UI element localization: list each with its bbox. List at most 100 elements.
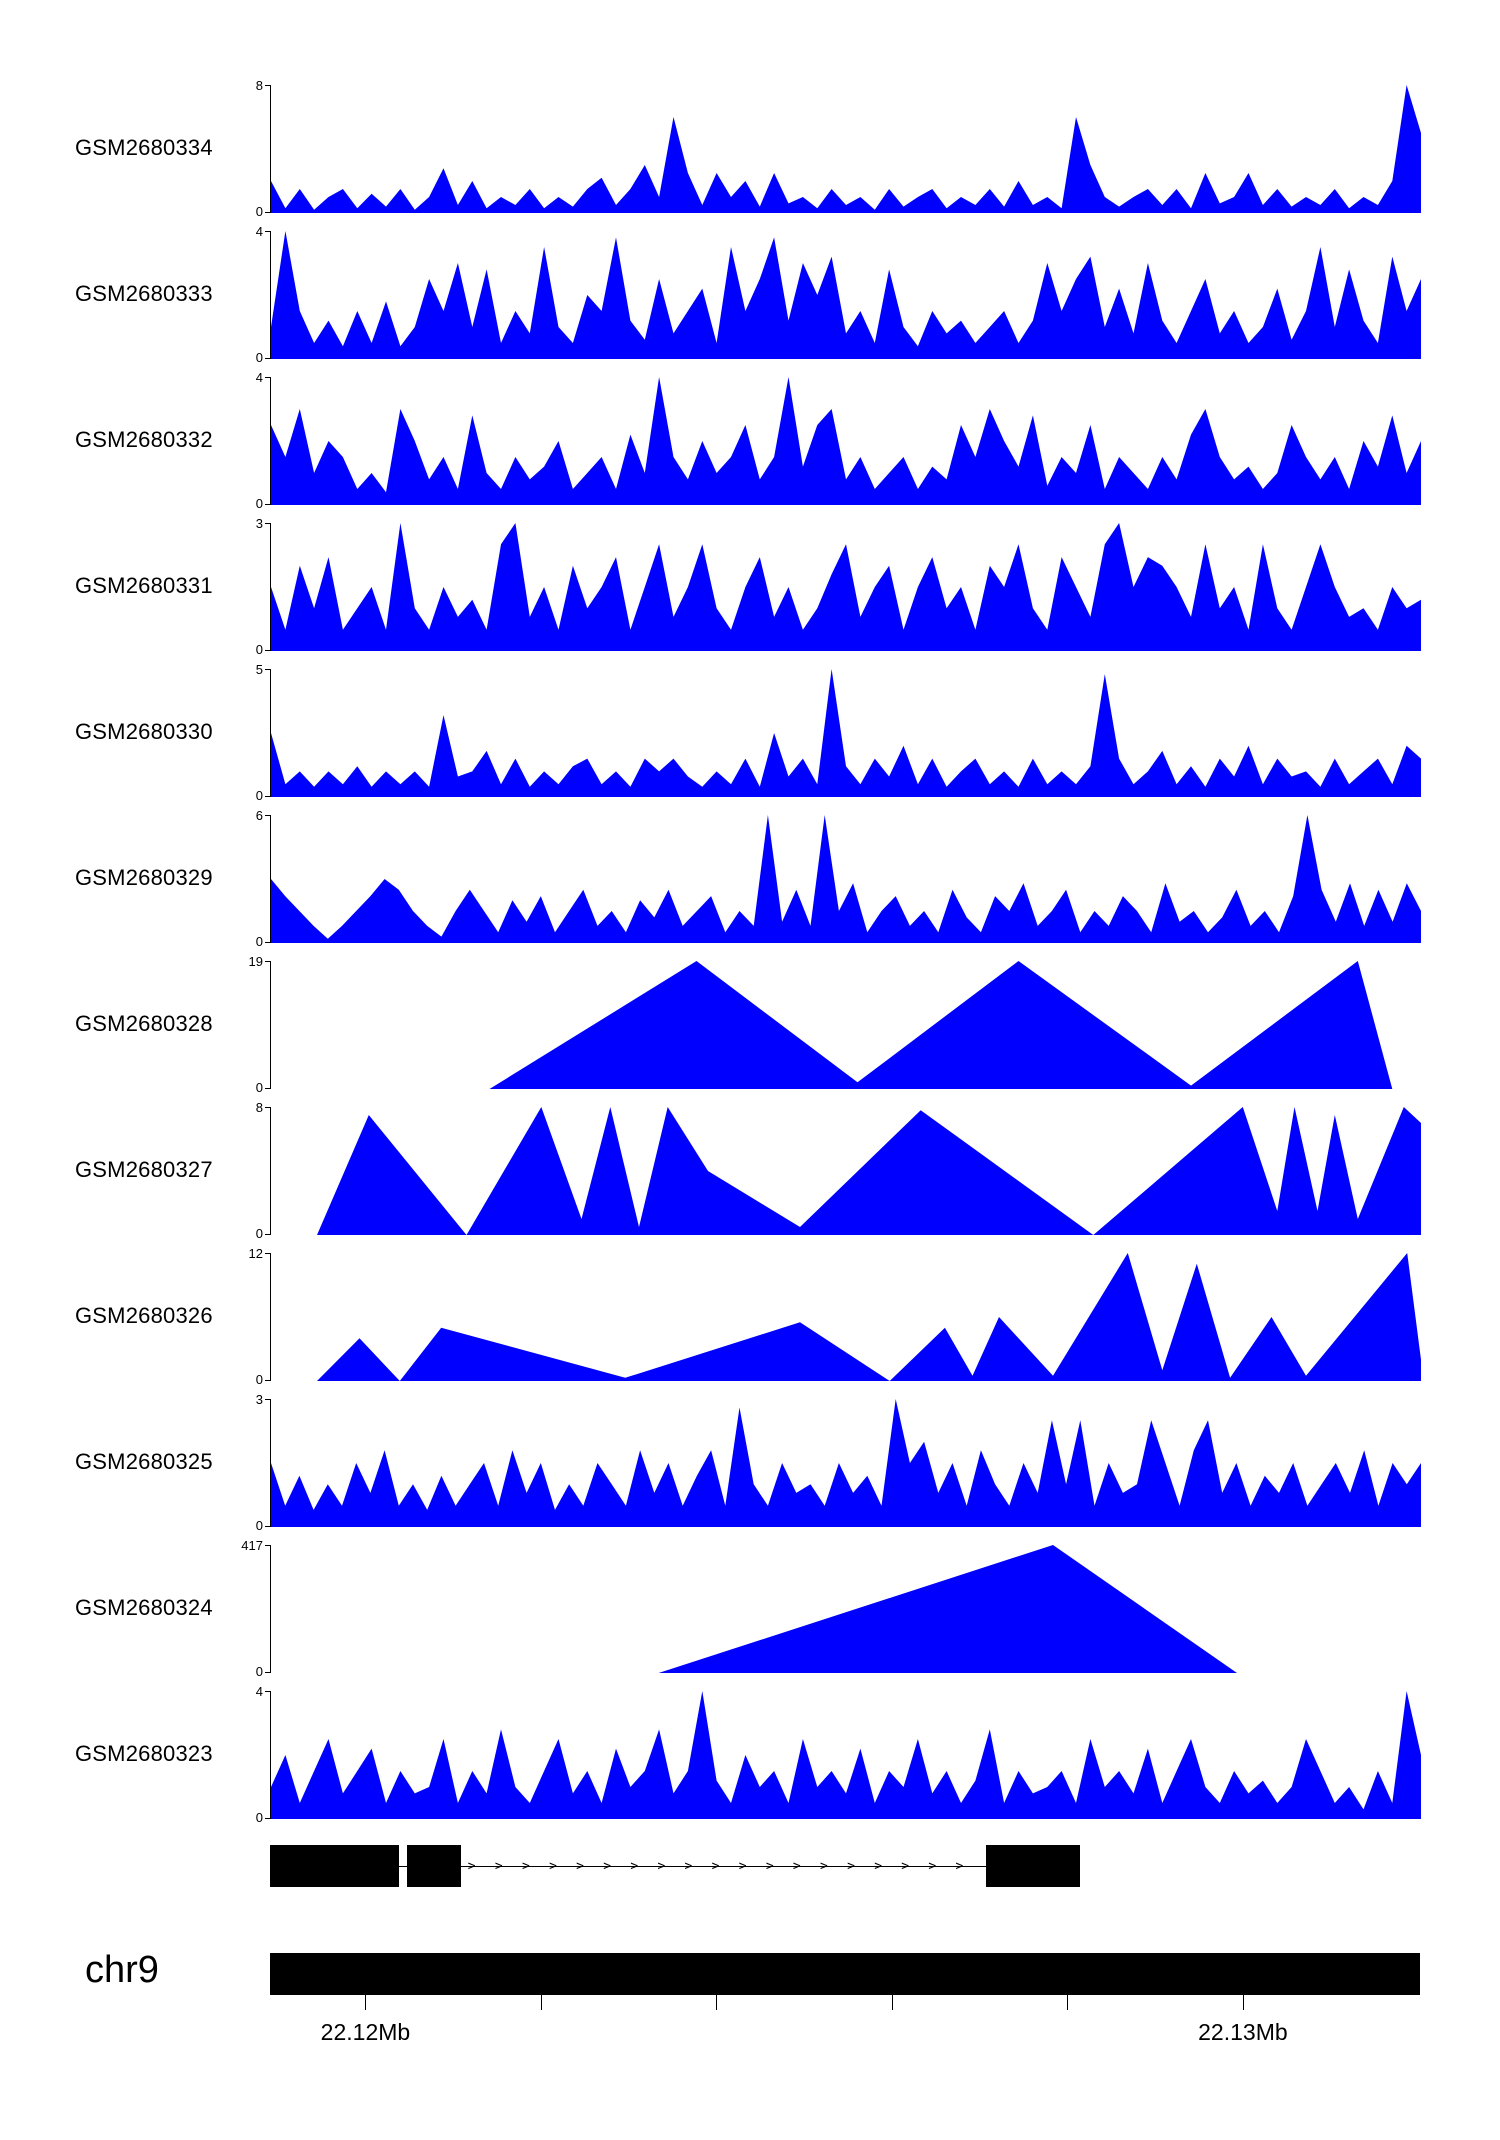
track-ymin-label: 0 [255, 1810, 263, 1825]
coverage-path [271, 1691, 1421, 1819]
ruler-tick [1067, 1995, 1069, 2010]
coverage-path [271, 1253, 1421, 1381]
coverage-path [271, 231, 1421, 359]
strand-arrow-icon: > [603, 1858, 612, 1874]
ruler-tick [365, 1995, 367, 2010]
track-ymin-label: 0 [255, 1518, 263, 1533]
ruler-tick [716, 1995, 718, 2010]
track-ymin-label: 0 [255, 350, 263, 365]
strand-arrow-icon: > [630, 1858, 639, 1874]
coverage-area-chart [271, 669, 1421, 797]
coverage-track: GSM2680329 6 0 [0, 808, 1500, 961]
coverage-path [271, 1545, 1421, 1673]
track-ymax-label: 6 [255, 808, 263, 823]
track-ymax-label: 4 [255, 1684, 263, 1699]
track-ymin-label: 0 [255, 1080, 263, 1095]
track-ymax-label: 12 [248, 1246, 263, 1261]
y-axis-bottom-tick [265, 1672, 271, 1673]
track-label: GSM2680327 [75, 1157, 213, 1182]
track-plot: 4 0 [256, 224, 1421, 365]
track-label: GSM2680323 [75, 1741, 213, 1766]
coverage-track: GSM2680327 8 0 [0, 1100, 1500, 1253]
y-axis-bottom-tick [265, 1526, 271, 1527]
coverage-track: GSM2680332 4 0 [0, 370, 1500, 523]
chromosome-ideogram-bar [270, 1953, 1420, 1995]
y-axis-bottom-tick [265, 1234, 271, 1235]
strand-arrow-icon: > [576, 1858, 584, 1874]
strand-arrow-icon: > [657, 1858, 666, 1874]
coverage-track: GSM2680331 3 0 [0, 516, 1500, 669]
track-ymax-label: 3 [255, 1392, 263, 1407]
y-axis-top-tick [265, 523, 271, 524]
track-label: GSM2680325 [75, 1449, 213, 1474]
track-label: GSM2680333 [75, 281, 213, 306]
track-plot: 8 0 [256, 1100, 1421, 1241]
coverage-area-chart [271, 1107, 1421, 1235]
track-ymin-label: 0 [255, 204, 263, 219]
y-axis-top-tick [265, 1399, 271, 1400]
track-label: GSM2680326 [75, 1303, 213, 1328]
track-plot: 3 0 [256, 516, 1421, 657]
strand-arrow-icon: > [820, 1858, 828, 1874]
gene-model: > > > > > > > > > > > > > > > > > > > [270, 1845, 1420, 1887]
track-label: GSM2680329 [75, 865, 213, 890]
track-plot: 3 0 [256, 1392, 1421, 1533]
track-plot: 4 0 [256, 1684, 1421, 1825]
strand-arrow-icon: > [955, 1858, 964, 1874]
coverage-area-chart [271, 231, 1421, 359]
coverage-track: GSM2680323 4 0 [0, 1684, 1500, 1837]
coverage-path [271, 961, 1421, 1089]
track-plot: 417 0 [241, 1538, 1421, 1679]
track-ymin-label: 0 [255, 1372, 263, 1387]
coverage-track: GSM2680334 8 0 [0, 78, 1500, 231]
coverage-path [271, 85, 1421, 213]
coverage-track: GSM2680330 5 0 [0, 662, 1500, 815]
coverage-track: GSM2680328 19 0 [0, 954, 1500, 1107]
exon-box [986, 1845, 1080, 1887]
strand-arrow-icon: > [521, 1858, 530, 1874]
track-ymin-label: 0 [255, 1664, 263, 1679]
exon-box [270, 1845, 399, 1887]
y-axis-bottom-tick [265, 504, 271, 505]
track-ymin-label: 0 [255, 934, 263, 949]
strand-arrow-icon: > [494, 1858, 503, 1874]
y-axis-bottom-tick [265, 1088, 271, 1089]
coverage-track: GSM2680325 3 0 [0, 1392, 1500, 1545]
strand-arrows: > > > > > > > > > > > > > > > > > > > [468, 1845, 964, 1887]
ruler-tick [1242, 1995, 1244, 2010]
ruler-tick [540, 1995, 542, 2010]
track-ymin-label: 0 [255, 496, 263, 511]
strand-arrow-icon: > [765, 1858, 774, 1874]
strand-arrow-icon: > [847, 1858, 855, 1874]
coverage-area-chart [271, 815, 1421, 943]
ruler-tick [891, 1995, 893, 2010]
chromosome-label: chr9 [85, 1949, 159, 1991]
track-ymax-label: 4 [255, 370, 263, 385]
y-axis-bottom-tick [265, 212, 271, 213]
coverage-track: GSM2680326 12 0 [0, 1246, 1500, 1399]
track-plot: 5 0 [256, 662, 1421, 803]
track-label: GSM2680328 [75, 1011, 213, 1036]
coverage-area-chart [271, 377, 1421, 505]
track-ymin-label: 0 [255, 642, 263, 657]
track-ymin-label: 0 [255, 1226, 263, 1241]
coverage-area-chart [271, 1545, 1421, 1673]
y-axis-bottom-tick [265, 358, 271, 359]
track-ymax-label: 3 [255, 516, 263, 531]
exon-box [406, 1845, 461, 1887]
coverage-track: GSM2680324 417 0 [0, 1538, 1500, 1691]
strand-arrow-icon: > [467, 1858, 476, 1874]
track-ymax-label: 19 [248, 954, 263, 969]
strand-arrow-icon: > [792, 1858, 801, 1874]
coordinate-label: 22.13Mb [1198, 2019, 1288, 2045]
y-axis-bottom-tick [265, 1818, 271, 1819]
track-ymax-label: 8 [255, 78, 263, 93]
strand-arrow-icon: > [738, 1858, 747, 1874]
strand-arrow-icon: > [928, 1858, 937, 1874]
coverage-area-chart [271, 85, 1421, 213]
coverage-area-chart [271, 1253, 1421, 1381]
y-axis-bottom-tick [265, 942, 271, 943]
coverage-area-chart [271, 1691, 1421, 1819]
coverage-path [271, 815, 1421, 943]
